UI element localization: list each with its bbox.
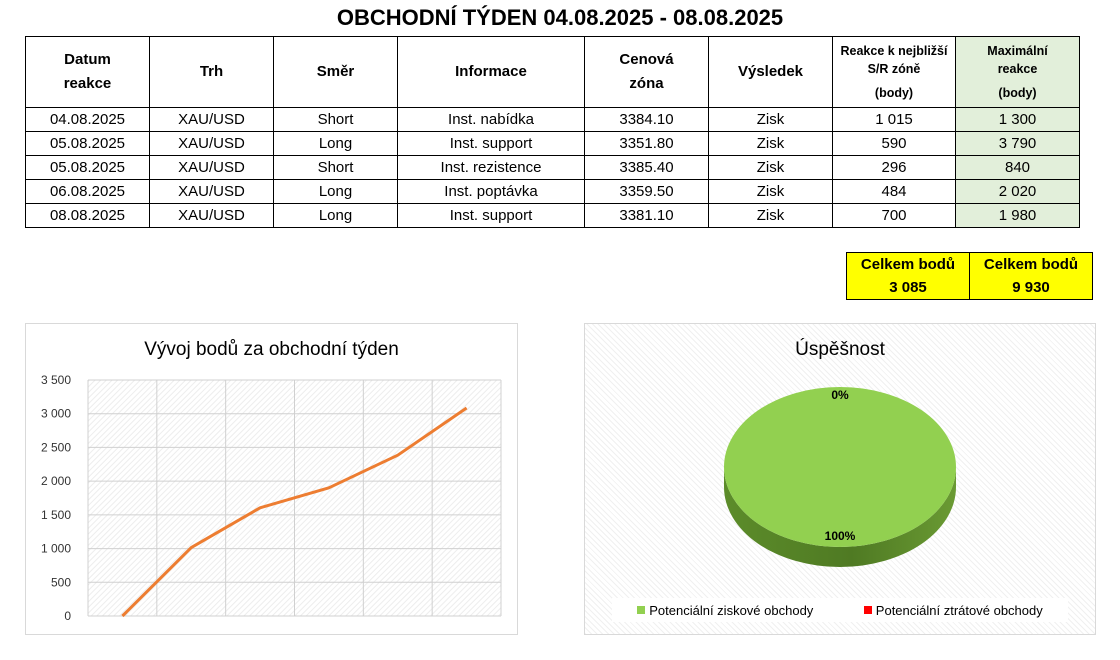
legend-item-win: Potenciální ziskové obchody xyxy=(637,603,813,618)
cell-zone: 3351.80 xyxy=(584,131,709,156)
header-reaction: Reakce k nejbližší S/R zóně (body) xyxy=(832,36,956,108)
cell-info: Inst. nabídka xyxy=(397,107,585,132)
points-series-line xyxy=(121,406,468,618)
table-row: 05.08.2025 XAU/USD Long Inst. support 33… xyxy=(25,131,1080,156)
cell-direction: Long xyxy=(273,131,398,156)
pie-slice-win xyxy=(724,387,956,547)
cell-market: XAU/USD xyxy=(149,179,274,204)
pie-legend: Potenciální ziskové obchody Potenciální … xyxy=(612,598,1068,622)
header-zone: Cenová zóna xyxy=(584,36,709,108)
cell-market: XAU/USD xyxy=(149,107,274,132)
cell-max: 1 300 xyxy=(955,107,1080,132)
total-max-label: Celkem bodů xyxy=(983,256,1079,273)
header-info: Informace xyxy=(397,36,585,108)
pie-chart: 0% 100% xyxy=(724,387,956,567)
cell-direction: Long xyxy=(273,203,398,228)
cell-result: Zisk xyxy=(708,179,833,204)
line-chart-panel[interactable]: Vývoj bodů za obchodní týden 0 500 1 000 1 … xyxy=(25,323,518,635)
legend-item-loss: Potenciální ztrátové obchody xyxy=(863,602,1043,618)
header-direction: Směr xyxy=(273,36,398,108)
cell-zone: 3385.40 xyxy=(584,155,709,180)
cell-result: Zisk xyxy=(708,107,833,132)
total-max-value: 9 930 xyxy=(1012,279,1050,296)
legend-label-loss: Potenciální ztrátové obchody xyxy=(875,602,1043,618)
table-header-row: Datum reakce Trh Směr Informace Cenová zón… xyxy=(25,36,1080,108)
cell-max: 840 xyxy=(955,155,1080,180)
cell-result: Zisk xyxy=(708,131,833,156)
cell-info: Inst. poptávka xyxy=(397,179,585,204)
y-tick-label: 1 000 xyxy=(41,542,71,556)
cell-max: 3 790 xyxy=(955,131,1080,156)
table-row: 05.08.2025 XAU/USD Short Inst. rezistenc… xyxy=(25,155,1080,180)
table-row: 04.08.2025 XAU/USD Short Inst. nabídka 3… xyxy=(25,107,1080,132)
cell-zone: 3384.10 xyxy=(584,107,709,132)
total-reaction-value: 3 085 xyxy=(889,279,927,296)
cell-info: Inst. support xyxy=(397,203,585,228)
y-tick-label: 3 000 xyxy=(41,407,71,421)
cell-result: Zisk xyxy=(708,203,833,228)
cell-info: Inst. support xyxy=(397,131,585,156)
trades-table: Datum reakce Trh Směr Informace Cenová zón… xyxy=(25,36,1080,228)
header-market: Trh xyxy=(149,36,274,108)
cell-zone: 3359.50 xyxy=(584,179,709,204)
total-max-cell: Celkem bodů 9 930 xyxy=(969,252,1093,300)
cell-date: 05.08.2025 xyxy=(25,131,150,156)
total-reaction-label: Celkem bodů xyxy=(860,256,956,273)
cell-max: 2 020 xyxy=(955,179,1080,204)
cell-zone: 3381.10 xyxy=(584,203,709,228)
page-title: OBCHODNÍ TÝDEN 04.08.2025 - 08.08.2025 xyxy=(336,5,784,30)
cell-direction: Long xyxy=(273,179,398,204)
pie-chart-title: Úspěšnost xyxy=(795,339,885,360)
cell-date: 06.08.2025 xyxy=(25,179,150,204)
table-row: 08.08.2025 XAU/USD Long Inst. support 33… xyxy=(25,203,1080,228)
cell-reaction: 484 xyxy=(832,179,956,204)
line-chart: 0 500 1 000 1 500 2 000 2 500 3 000 3 500 xyxy=(41,373,502,623)
header-result: Výsledek xyxy=(708,36,833,108)
header-max: Maximální reakce (body) xyxy=(955,36,1080,108)
cell-date: 05.08.2025 xyxy=(25,155,150,180)
line-chart-title: Vývoj bodů za obchodní týden xyxy=(144,339,399,360)
pie-label-loss: 0% xyxy=(831,388,849,402)
cell-market: XAU/USD xyxy=(149,131,274,156)
cell-market: XAU/USD xyxy=(149,203,274,228)
y-tick-label: 2 500 xyxy=(41,440,71,454)
totals-table: Celkem bodů 3 085 Celkem bodů 9 930 xyxy=(846,252,1093,300)
legend-label-win: Potenciální ziskové obchody xyxy=(649,602,814,618)
cell-reaction: 1 015 xyxy=(832,107,956,132)
table-row: 06.08.2025 XAU/USD Long Inst. poptávka 3… xyxy=(25,179,1080,204)
y-tick-label: 3 500 xyxy=(41,373,71,387)
header-date: Datum reakce xyxy=(25,36,150,108)
cell-date: 04.08.2025 xyxy=(25,107,150,132)
cell-info: Inst. rezistence xyxy=(397,155,585,180)
pie-chart-panel[interactable]: Úspěšnost 0% 100% xyxy=(584,323,1096,635)
legend-swatch-loss xyxy=(863,606,872,614)
cell-max: 1 980 xyxy=(955,203,1080,228)
y-tick-label: 500 xyxy=(51,575,71,589)
pie-slice-win-side xyxy=(724,467,956,567)
legend-swatch-win xyxy=(637,606,646,614)
y-tick-label: 0 xyxy=(64,609,71,623)
cell-date: 08.08.2025 xyxy=(25,203,150,228)
cell-direction: Short xyxy=(273,107,398,132)
pie-label-win: 100% xyxy=(825,529,856,543)
cell-reaction: 590 xyxy=(832,131,956,156)
cell-direction: Short xyxy=(273,155,398,180)
total-reaction-cell: Celkem bodů 3 085 xyxy=(846,252,970,300)
cell-market: XAU/USD xyxy=(149,155,274,180)
y-tick-label: 2 000 xyxy=(41,474,71,488)
y-tick-label: 1 500 xyxy=(41,508,71,522)
cell-result: Zisk xyxy=(708,155,833,180)
cell-reaction: 700 xyxy=(832,203,956,228)
cell-reaction: 296 xyxy=(832,155,956,180)
